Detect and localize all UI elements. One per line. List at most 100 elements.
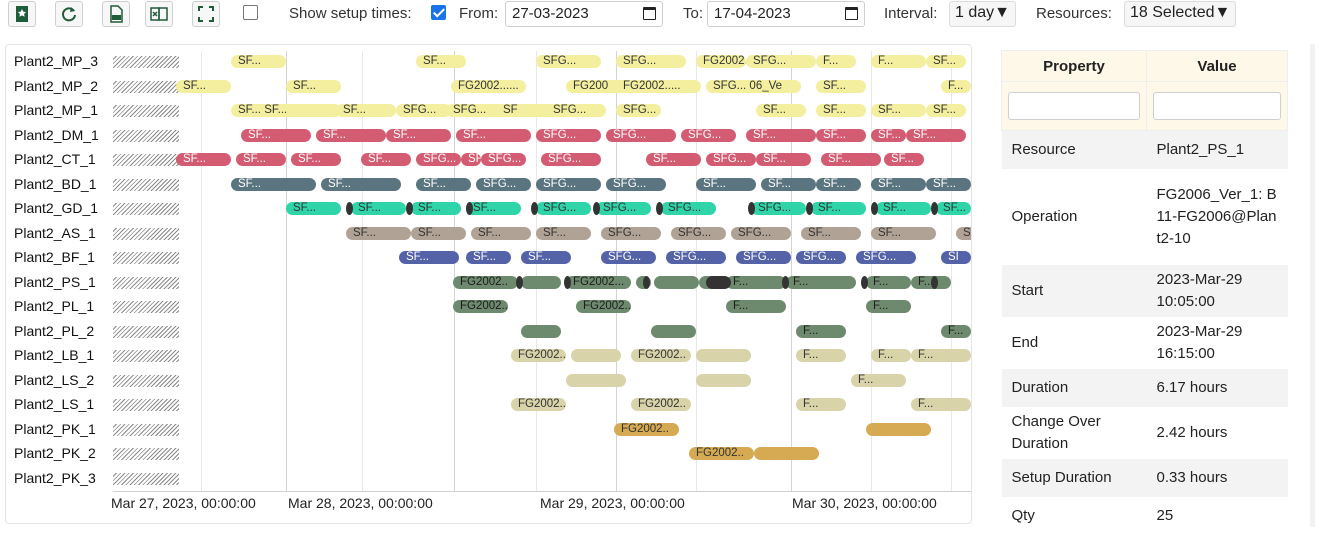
operation-bar[interactable]: SFG... (536, 177, 601, 191)
operation-bar[interactable]: SF... (926, 55, 966, 68)
operation-bar[interactable]: F... (941, 324, 971, 338)
operation-bar[interactable]: F... (871, 349, 911, 362)
operation-bar[interactable] (571, 349, 621, 362)
property-column-header[interactable]: Property (1001, 50, 1147, 82)
operation-bar[interactable]: SFG... (666, 251, 726, 264)
operation-bar[interactable]: SF... (816, 128, 866, 142)
operation-bar[interactable] (654, 275, 699, 289)
operation-bar[interactable]: SF... (241, 128, 311, 142)
operation-bar[interactable]: SFG... (796, 251, 846, 264)
operation-bar[interactable]: F... (796, 398, 846, 411)
operation-bar[interactable]: SFG... (416, 153, 461, 166)
operation-bar[interactable]: FG2002.. (631, 398, 691, 411)
operation-bar[interactable]: SF... (316, 128, 386, 142)
changeover-marker[interactable] (931, 275, 938, 289)
changeover-marker[interactable] (782, 275, 789, 289)
operation-bar[interactable]: SFG... (536, 128, 601, 142)
show-setup-times-checkbox[interactable] (431, 5, 446, 20)
changeover-marker[interactable] (643, 275, 650, 289)
operation-bar[interactable] (754, 447, 819, 460)
operation-bar[interactable]: FG2002.. (453, 275, 518, 289)
operation-bar[interactable]: SFG... (541, 153, 601, 166)
operation-bar[interactable] (696, 349, 751, 362)
refresh-button[interactable] (55, 1, 83, 27)
operation-bar[interactable]: F... (911, 349, 971, 362)
operation-bar[interactable]: FG2002..... (616, 79, 701, 93)
operation-bar[interactable]: SF... (416, 55, 466, 68)
operation-bar[interactable]: SF... (646, 153, 701, 166)
export-button[interactable] (145, 1, 173, 27)
property-row[interactable]: Resource Plant2_PS_1 (1001, 130, 1288, 169)
changeover-marker[interactable] (564, 275, 571, 289)
operation-bar[interactable]: SF... (231, 55, 286, 68)
operation-bar[interactable]: F... (726, 275, 786, 289)
operation-bar[interactable]: SF... (336, 104, 396, 117)
operation-bar[interactable]: SFG... (536, 202, 591, 215)
operation-bar[interactable]: SF... (399, 251, 459, 264)
operation-bar[interactable]: SFG... 06_Ve (706, 79, 801, 93)
interval-select[interactable]: 1 day▼ (949, 1, 1016, 27)
property-row[interactable]: End 2023-Mar-29 16:15:00 (1001, 316, 1288, 369)
changeover-marker[interactable] (748, 202, 755, 215)
operation-bar[interactable]: SF... (176, 153, 231, 166)
changeover-marker[interactable] (718, 275, 725, 289)
scrollbar[interactable] (1310, 44, 1315, 527)
operation-bar[interactable]: SFG... (671, 226, 726, 240)
operation-bar[interactable]: SFG... (731, 226, 791, 240)
property-row[interactable]: Duration 6.17 hours (1001, 368, 1288, 407)
operation-bar[interactable]: F... (871, 55, 926, 68)
changeover-marker[interactable] (861, 275, 868, 289)
operation-bar[interactable]: SFG... (606, 128, 676, 142)
operation-bar[interactable]: SF... (521, 251, 571, 264)
operation-bar[interactable]: SF... (801, 226, 861, 240)
operation-bar[interactable]: F... (796, 324, 846, 338)
changeover-marker[interactable] (593, 202, 600, 215)
operation-bar[interactable]: SFG... (736, 251, 791, 264)
calendar-icon[interactable] (643, 7, 656, 20)
operation-bar[interactable]: FG2002... (566, 275, 631, 289)
operation-bar[interactable]: FG2002.. (631, 349, 691, 362)
operation-bar[interactable]: F... (726, 300, 786, 313)
changeover-marker[interactable] (346, 202, 353, 215)
operation-bar[interactable]: SF... (816, 104, 866, 117)
property-row[interactable]: Start 2023-Mar-29 10:05:00 (1001, 264, 1288, 317)
operation-bar[interactable]: F... (851, 373, 906, 387)
operation-bar[interactable]: SF... (816, 177, 861, 191)
operation-bar[interactable]: SF... (746, 128, 816, 142)
changeover-marker[interactable] (656, 202, 663, 215)
to-date-input[interactable]: 17-04-2023 (707, 1, 865, 27)
operation-bar[interactable]: SF... (884, 153, 924, 166)
pdf-button[interactable] (102, 1, 130, 27)
operation-bar[interactable]: SFG... (536, 55, 601, 68)
operation-bar[interactable]: SF... (416, 177, 471, 191)
operation-bar[interactable]: SF... (871, 226, 936, 240)
operation-bar[interactable]: F... (866, 275, 911, 289)
operation-bar[interactable]: SF... (471, 226, 531, 240)
changeover-marker[interactable] (806, 202, 813, 215)
operation-bar[interactable]: SF... (756, 104, 806, 117)
changeover-marker[interactable] (406, 202, 413, 215)
changeover-marker[interactable] (466, 202, 473, 215)
changeover-marker[interactable] (516, 275, 523, 289)
operation-bar[interactable]: SF... (926, 104, 966, 117)
operation-bar[interactable]: FG200 (566, 79, 626, 93)
operation-bar[interactable]: SF... (696, 177, 756, 191)
operation-bar[interactable]: SI (941, 251, 971, 264)
operation-bar[interactable]: F... (866, 300, 911, 313)
operation-bar[interactable]: SF... (361, 153, 411, 166)
value-column-header[interactable]: Value (1146, 50, 1288, 82)
from-date-input[interactable]: 27-03-2023 (505, 1, 663, 27)
operation-bar[interactable]: FG2002.. (453, 300, 508, 313)
operation-bar[interactable]: SFG... (601, 251, 656, 264)
operation-bar[interactable]: SFG... (681, 128, 736, 142)
operation-bar[interactable]: SFG... (476, 177, 531, 191)
operation-bar[interactable]: SF... (956, 226, 971, 240)
operation-bar[interactable] (651, 324, 696, 338)
operation-bar[interactable] (521, 275, 561, 289)
value-filter-input[interactable] (1153, 92, 1281, 120)
operation-bar[interactable]: FG2002...... (451, 79, 526, 93)
operation-bar[interactable]: SF... (461, 153, 481, 166)
operation-bar[interactable]: SF... (871, 177, 926, 191)
operation-bar[interactable]: SF... (761, 177, 816, 191)
operation-bar[interactable]: SF... (816, 79, 866, 93)
